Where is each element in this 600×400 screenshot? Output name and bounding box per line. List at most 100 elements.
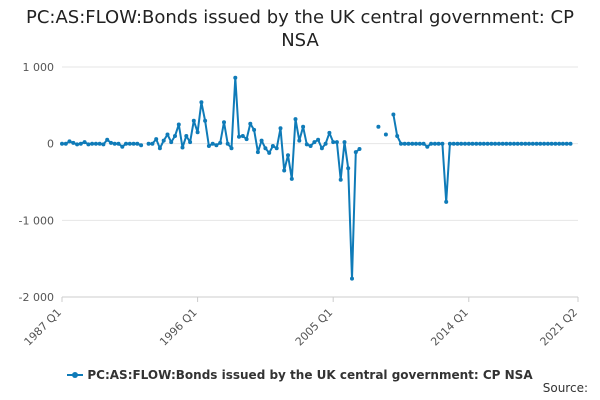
y-tick-label: 1 000 bbox=[23, 61, 55, 74]
y-axis-ticks: 1 000 0 -1 000 -2 000 bbox=[19, 61, 54, 304]
data-point bbox=[109, 140, 113, 145]
data-point bbox=[60, 141, 64, 146]
series-points-group bbox=[60, 75, 573, 281]
data-point bbox=[169, 140, 174, 145]
data-point bbox=[278, 126, 283, 131]
data-point bbox=[184, 134, 189, 138]
data-point bbox=[474, 141, 479, 146]
data-point bbox=[319, 146, 324, 151]
legend[interactable]: PC:AS:FLOW:Bonds issued by the UK centra… bbox=[0, 366, 600, 384]
data-point bbox=[342, 140, 347, 145]
data-point bbox=[131, 141, 136, 146]
data-point bbox=[470, 141, 475, 146]
data-point bbox=[338, 177, 343, 182]
data-point bbox=[139, 143, 144, 148]
data-point bbox=[414, 141, 418, 146]
data-point bbox=[485, 141, 490, 146]
data-point bbox=[301, 124, 306, 129]
data-point bbox=[512, 141, 516, 146]
data-point bbox=[383, 132, 388, 137]
data-point bbox=[312, 140, 317, 145]
data-point bbox=[542, 141, 547, 146]
data-point bbox=[493, 141, 498, 146]
data-point bbox=[466, 141, 471, 146]
data-point bbox=[255, 150, 260, 155]
data-point bbox=[161, 138, 166, 143]
data-point bbox=[191, 118, 196, 123]
data-point bbox=[188, 140, 193, 145]
data-point bbox=[135, 141, 140, 146]
data-point bbox=[293, 117, 298, 122]
data-point bbox=[519, 141, 524, 146]
x-tick-label: 1987 Q1 bbox=[22, 306, 65, 349]
data-point bbox=[504, 141, 509, 146]
data-point bbox=[500, 141, 505, 146]
data-point bbox=[165, 132, 170, 137]
data-point bbox=[63, 141, 68, 146]
data-point bbox=[124, 141, 128, 146]
data-point bbox=[496, 141, 501, 146]
data-point bbox=[508, 141, 513, 146]
data-point bbox=[425, 144, 430, 149]
data-point bbox=[304, 142, 309, 147]
data-point bbox=[244, 137, 249, 142]
data-point bbox=[402, 141, 407, 146]
data-point bbox=[71, 140, 76, 145]
x-tick-label: 1996 Q1 bbox=[157, 306, 200, 349]
data-point bbox=[527, 141, 531, 146]
data-point bbox=[86, 142, 91, 147]
data-point bbox=[353, 150, 358, 155]
y-tick-label: 0 bbox=[47, 138, 54, 151]
x-tick-label: 2021 Q2 bbox=[538, 306, 581, 349]
data-point bbox=[270, 144, 275, 148]
data-point bbox=[195, 130, 200, 135]
data-point bbox=[116, 141, 121, 146]
data-point bbox=[417, 141, 422, 146]
data-point bbox=[233, 75, 238, 80]
data-point bbox=[218, 140, 223, 145]
x-axis: 1987 Q1 1996 Q1 2005 Q1 2014 Q1 2021 Q2 bbox=[22, 296, 581, 349]
x-tick-label: 2014 Q1 bbox=[428, 306, 471, 349]
data-point bbox=[101, 142, 106, 147]
data-point bbox=[406, 141, 411, 146]
data-point bbox=[534, 141, 539, 146]
data-point bbox=[289, 176, 294, 181]
data-point bbox=[350, 276, 354, 281]
data-point bbox=[447, 141, 452, 146]
data-point bbox=[316, 137, 321, 142]
data-point bbox=[459, 141, 464, 146]
data-point bbox=[222, 120, 226, 125]
data-point bbox=[515, 141, 520, 146]
data-point bbox=[391, 112, 396, 117]
data-point bbox=[429, 141, 434, 146]
data-point bbox=[436, 141, 441, 146]
data-point bbox=[308, 144, 313, 148]
data-point bbox=[530, 141, 535, 146]
data-point bbox=[346, 166, 351, 171]
data-point bbox=[399, 141, 403, 146]
data-point bbox=[78, 141, 83, 146]
data-point bbox=[214, 143, 219, 148]
data-point bbox=[252, 127, 257, 132]
data-point bbox=[274, 146, 279, 151]
data-point bbox=[240, 134, 245, 138]
data-point bbox=[75, 142, 80, 147]
data-point bbox=[410, 141, 415, 146]
data-point bbox=[105, 137, 110, 142]
series-line-group bbox=[62, 76, 571, 280]
data-point bbox=[444, 199, 449, 204]
data-point bbox=[282, 168, 287, 173]
data-point bbox=[478, 141, 483, 146]
data-point bbox=[568, 141, 573, 146]
y-tick-label: -1 000 bbox=[19, 214, 54, 227]
data-point bbox=[120, 144, 125, 149]
data-point bbox=[237, 134, 241, 139]
data-point bbox=[440, 141, 445, 146]
data-point bbox=[549, 141, 554, 146]
data-point bbox=[157, 146, 162, 151]
data-point bbox=[463, 141, 467, 146]
data-point bbox=[267, 150, 272, 155]
data-point bbox=[557, 141, 562, 146]
data-point bbox=[82, 140, 87, 145]
data-point bbox=[180, 145, 185, 150]
